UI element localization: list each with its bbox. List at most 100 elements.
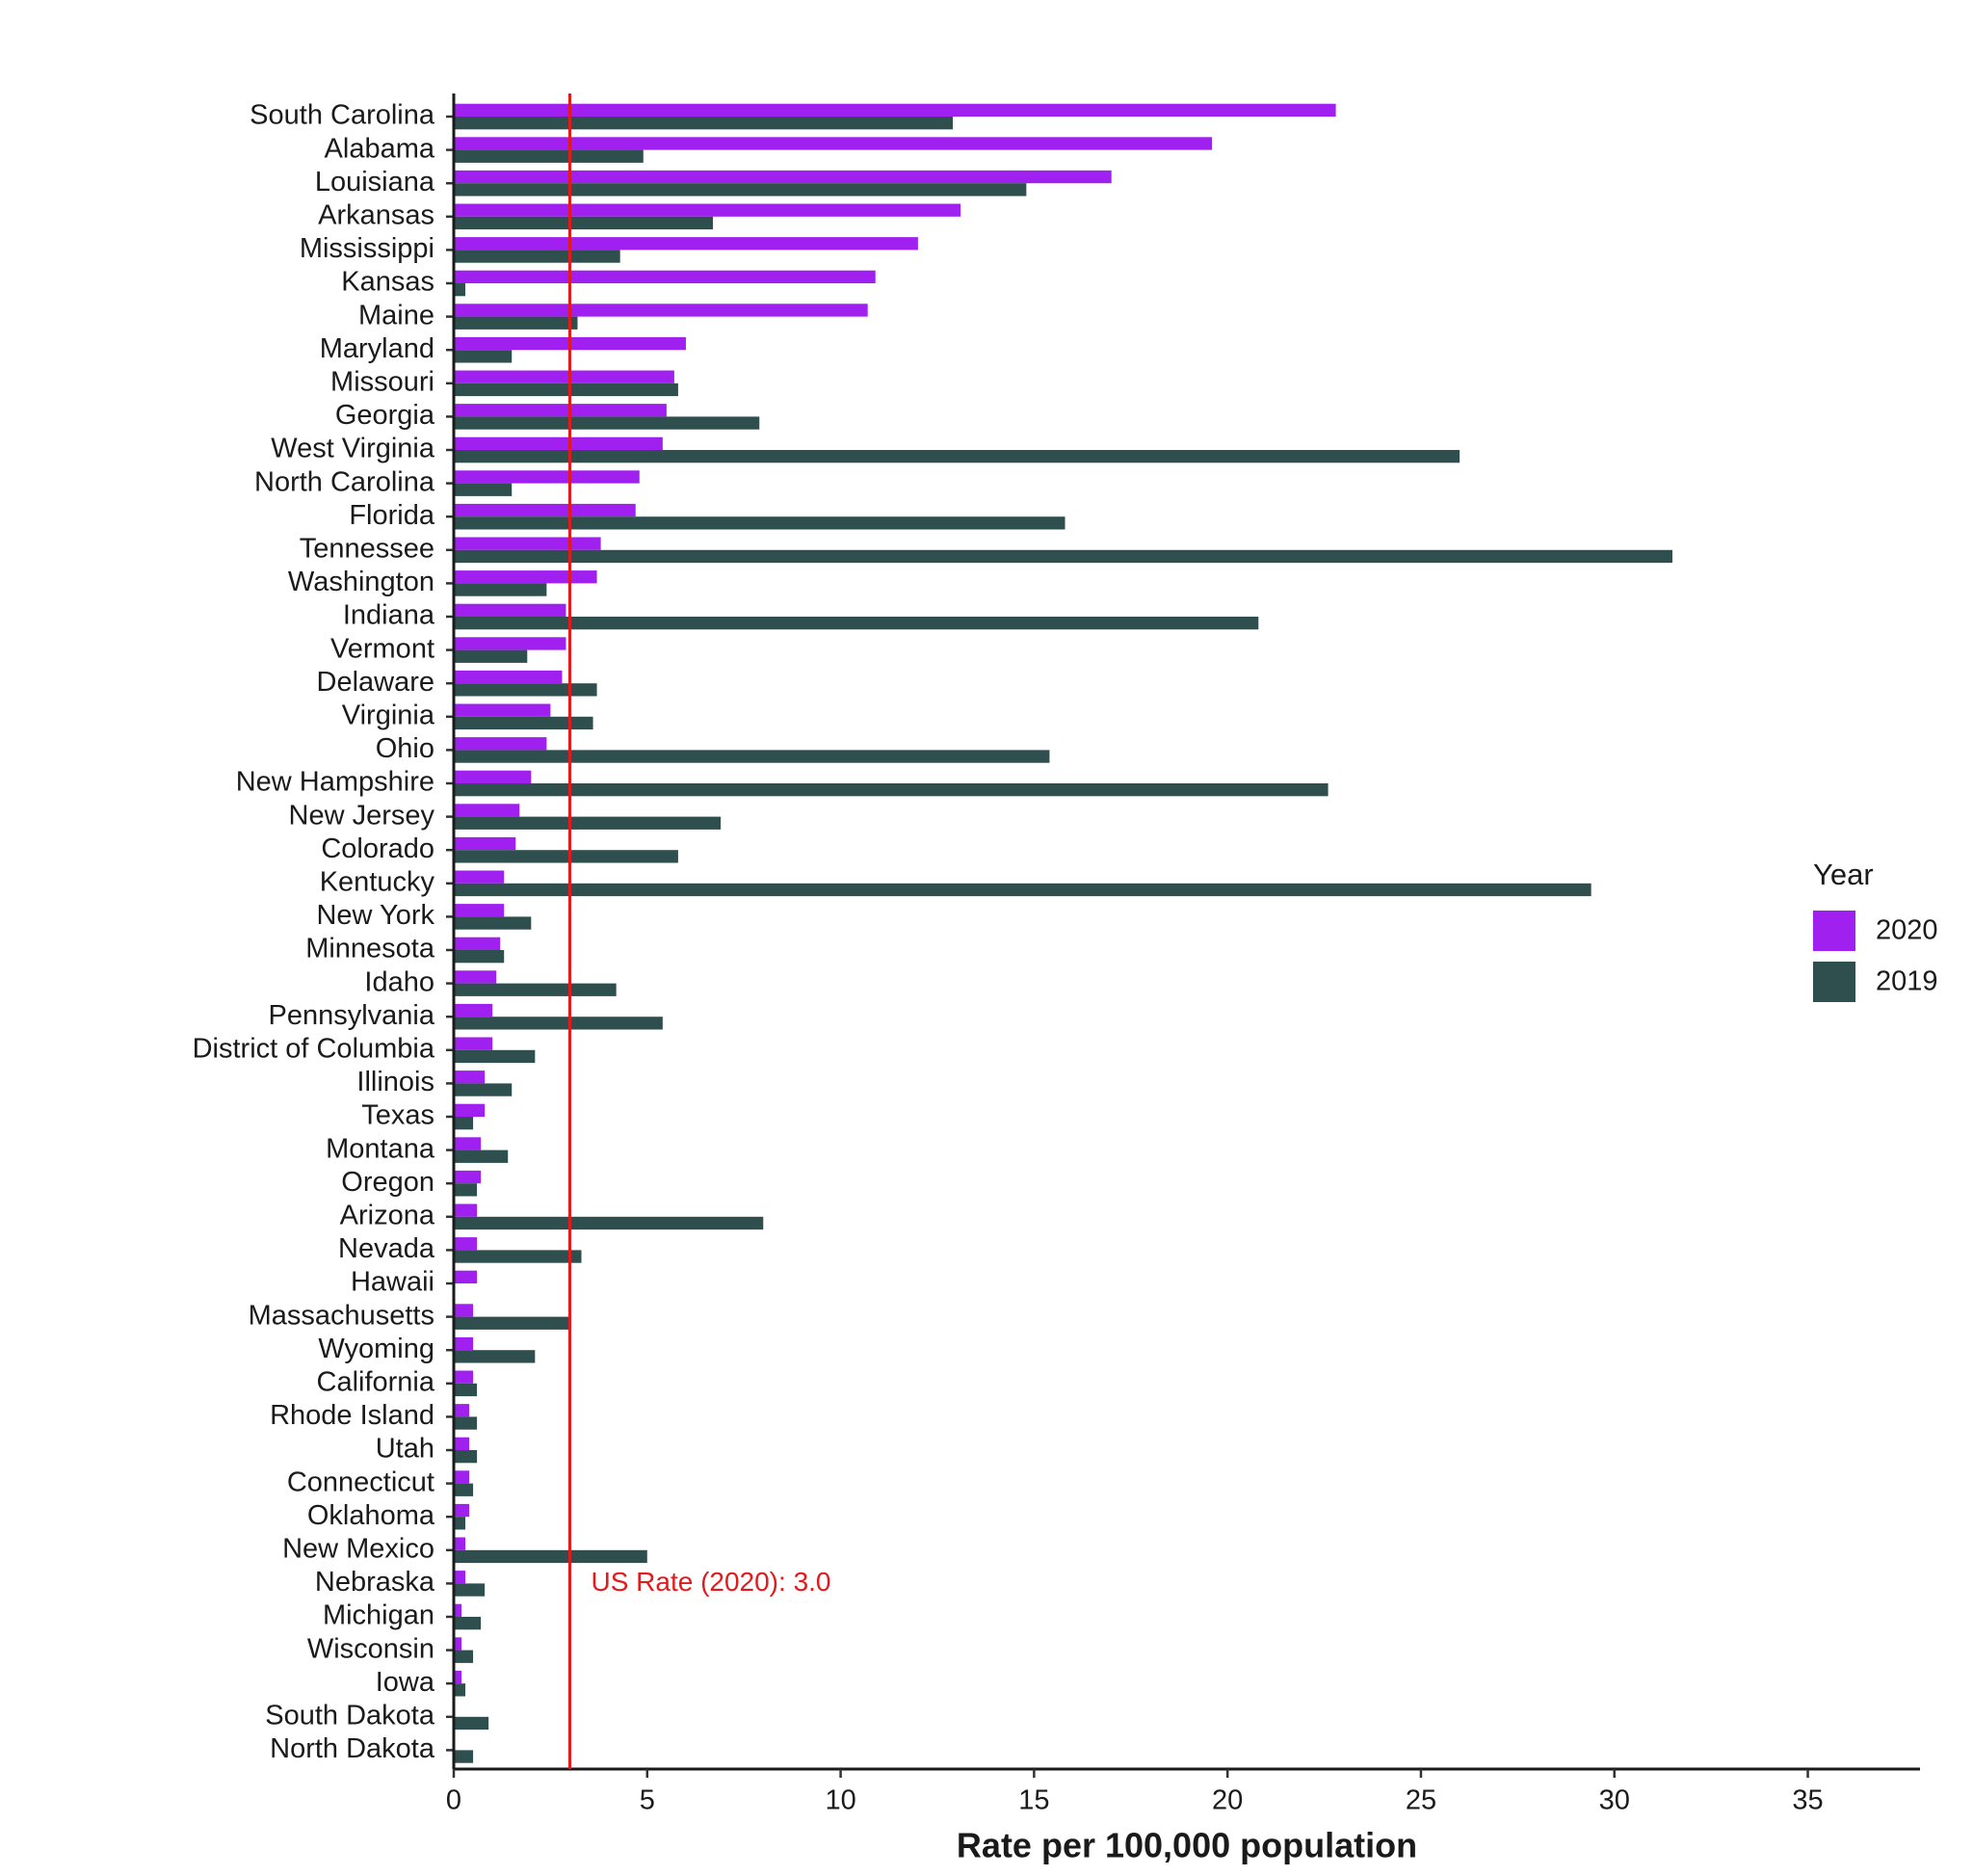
bar — [454, 836, 516, 851]
y-tick-label: Indiana — [343, 600, 435, 631]
bar — [454, 503, 636, 517]
y-tick-label: Maine — [358, 300, 434, 330]
y-tick-label: Kansas — [341, 267, 434, 298]
bar — [454, 870, 505, 884]
bar — [454, 1350, 536, 1363]
x-tick-label: 10 — [825, 1785, 855, 1816]
legend-title: Year — [1813, 858, 1874, 891]
bar — [454, 570, 597, 584]
y-tick-label: Connecticut — [287, 1466, 434, 1497]
bar — [454, 1237, 478, 1251]
bar — [454, 103, 1336, 117]
y-tick-label: Arizona — [340, 1200, 435, 1230]
y-tick-label: New Hampshire — [236, 767, 434, 798]
bar — [454, 237, 918, 251]
x-tick-label: 20 — [1212, 1785, 1243, 1816]
bar — [454, 1017, 663, 1030]
bar — [454, 1083, 513, 1097]
y-tick-label: West Virginia — [271, 434, 435, 464]
bar — [454, 1603, 462, 1617]
y-tick-label: Montana — [326, 1133, 435, 1164]
y-tick-label: Oklahoma — [307, 1500, 435, 1531]
bar — [454, 883, 1592, 897]
x-tick-label: 15 — [1018, 1785, 1049, 1816]
bar — [454, 450, 1460, 463]
y-tick-label: Ohio — [376, 733, 434, 764]
x-tick-label: 5 — [640, 1785, 655, 1816]
bar — [454, 1316, 570, 1330]
y-tick-label: Illinois — [356, 1067, 434, 1097]
y-tick-label: Georgia — [335, 400, 435, 431]
bar — [454, 416, 760, 430]
y-tick-label: South Dakota — [265, 1700, 435, 1731]
bar — [454, 436, 663, 450]
bar — [454, 1683, 466, 1697]
bar — [454, 537, 601, 550]
bar — [454, 816, 722, 830]
bar — [454, 117, 954, 130]
bar — [454, 1650, 474, 1663]
legend-label: 2020 — [1876, 915, 1938, 946]
bar — [454, 316, 578, 330]
bar — [454, 270, 876, 283]
bar — [454, 1437, 470, 1450]
bar — [454, 1503, 470, 1518]
y-tick-label: Mississippi — [300, 233, 434, 264]
bar — [454, 370, 674, 383]
x-tick-label: 35 — [1792, 1785, 1823, 1816]
y-tick-label: North Dakota — [270, 1733, 435, 1764]
bar — [454, 183, 1027, 197]
bar — [454, 703, 551, 717]
bar — [454, 683, 597, 697]
bar — [454, 1203, 478, 1217]
y-tick-label: Kentucky — [320, 866, 435, 897]
bar — [454, 637, 566, 650]
y-tick-label: Iowa — [376, 1667, 435, 1698]
y-tick-label: South Carolina — [250, 100, 435, 131]
y-tick-label: Rhode Island — [270, 1400, 434, 1431]
bar — [454, 283, 466, 297]
bar — [454, 483, 513, 496]
y-tick-label: Minnesota — [305, 934, 435, 964]
bar — [454, 1670, 462, 1684]
bar — [454, 470, 640, 484]
y-tick-label: Alabama — [325, 133, 435, 164]
x-axis-title: Rate per 100,000 population — [957, 1826, 1417, 1865]
bar — [454, 1416, 478, 1430]
y-tick-label: North Carolina — [254, 466, 435, 497]
bar — [454, 1049, 536, 1064]
bar — [454, 137, 1213, 150]
bar — [454, 850, 678, 863]
bar — [454, 1617, 482, 1630]
bar — [454, 937, 501, 950]
bar — [454, 1304, 474, 1317]
bar — [454, 670, 563, 684]
x-tick-label: 25 — [1406, 1785, 1436, 1816]
bar — [454, 750, 1050, 763]
bar — [454, 583, 547, 596]
y-tick-label: New Jersey — [289, 800, 435, 831]
bar — [454, 970, 497, 984]
bar — [454, 983, 617, 996]
bar — [454, 1216, 764, 1230]
bar — [454, 783, 1328, 797]
bar — [454, 549, 1672, 564]
bar — [454, 1404, 470, 1417]
reference-label: US Rate (2020): 3.0 — [591, 1567, 830, 1597]
bar — [454, 1037, 493, 1050]
bar — [454, 350, 513, 363]
bar — [454, 737, 547, 751]
bar — [454, 649, 528, 663]
bar — [454, 804, 520, 817]
bar — [454, 950, 505, 964]
bar — [454, 1583, 486, 1597]
bar — [454, 1483, 474, 1496]
y-tick-label: Massachusetts — [249, 1300, 434, 1331]
bar — [454, 1517, 466, 1530]
bar — [454, 216, 714, 230]
y-tick-label: Vermont — [330, 633, 434, 664]
bar — [454, 149, 644, 163]
legend-label: 2019 — [1876, 966, 1938, 997]
bar — [454, 770, 532, 783]
